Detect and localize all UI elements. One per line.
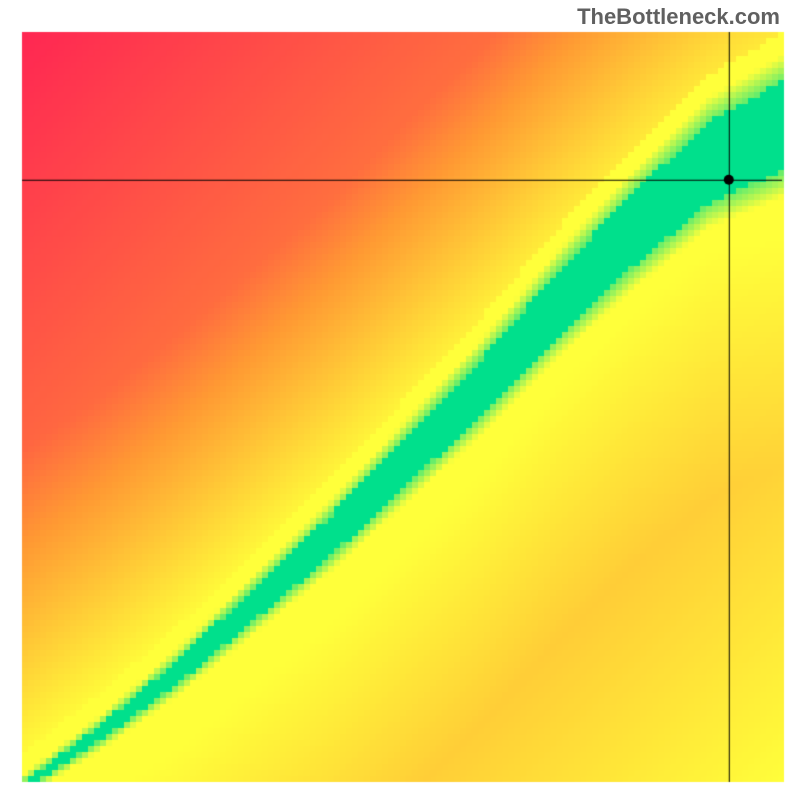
heatmap-canvas — [0, 0, 800, 800]
watermark-text: TheBottleneck.com — [577, 4, 780, 30]
chart-container: TheBottleneck.com — [0, 0, 800, 800]
